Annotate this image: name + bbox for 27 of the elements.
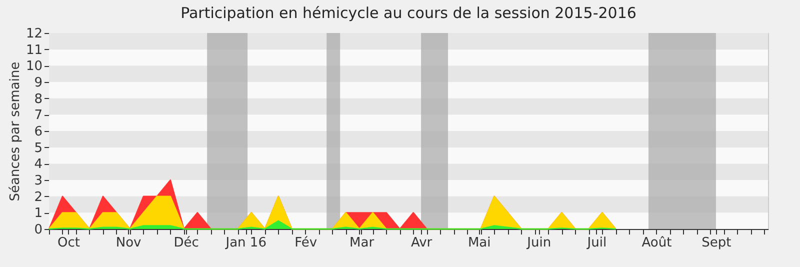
y-tick-label: 1 <box>34 206 42 222</box>
x-tick-label: Jan 16 <box>224 236 266 250</box>
x-tick-label: Oct <box>58 236 80 250</box>
x-tick-label: Avr <box>410 236 433 250</box>
y-axis-title: Séances par semaine <box>8 62 23 202</box>
y-tick-label: 12 <box>26 26 42 42</box>
x-tick-label: Déc <box>174 236 199 250</box>
y-tick-label: 6 <box>34 124 42 140</box>
x-tick-label: Août <box>642 236 672 250</box>
y-tick-label: 8 <box>34 92 42 107</box>
x-tick-label: Juil <box>586 236 607 250</box>
chart-title: Participation en hémicycle au cours de la session 2015-2016 <box>180 4 636 22</box>
x-tick-label: Juin <box>526 236 552 250</box>
x-tick-label: Fév <box>294 236 318 250</box>
y-tick-label: 3 <box>34 174 42 188</box>
y-tick-label: 11 <box>26 42 42 58</box>
y-tick-label: 2 <box>34 190 42 205</box>
x-tick-label: Mar <box>350 236 375 250</box>
y-tick-label: 4 <box>34 157 42 172</box>
y-tick-label: 7 <box>34 108 42 124</box>
x-tick-label: Mai <box>468 236 491 250</box>
x-tick-label: Sept <box>702 236 732 250</box>
y-tick-label: 0 <box>34 222 42 238</box>
x-tick-label: Nov <box>116 236 142 250</box>
y-tick-label: 10 <box>26 59 42 74</box>
y-tick-label: 5 <box>34 140 42 156</box>
y-tick-label: 9 <box>34 76 42 90</box>
